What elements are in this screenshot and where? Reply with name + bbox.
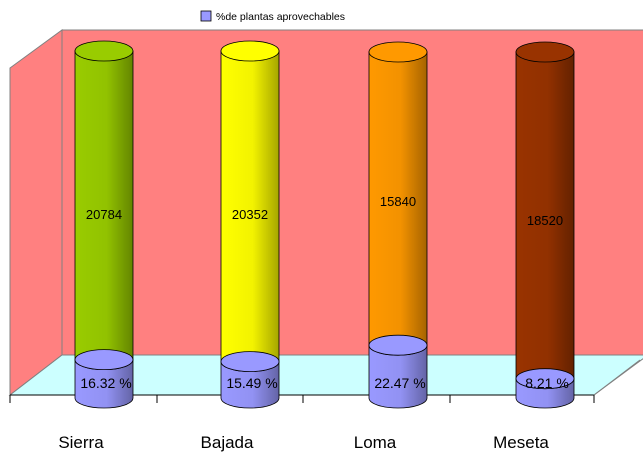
bar-joint-meseta: [515, 368, 575, 390]
data-label-percent-loma: 22.47 %: [374, 375, 425, 391]
chart-back-wall: [61, 29, 643, 356]
bar-top-cap-meseta: [515, 41, 575, 63]
bar-group-loma: 22.47 % 15840: [368, 41, 428, 409]
bar-shading-meseta: [516, 52, 574, 408]
bar-joint-sierra: [74, 349, 134, 371]
bar-top-cap-bajada: [220, 40, 280, 62]
chart-side-wall: [9, 29, 63, 397]
bars-layer: 16.32 % 20784 15.49 % 20352 22.47 % 15840 8.21…: [74, 40, 575, 409]
x-axis-tick-group: [9, 395, 595, 403]
bar-joint-loma: [368, 334, 428, 356]
data-label-percent-bajada: 15.49 %: [226, 375, 277, 391]
x-axis-right-edge: [593, 359, 641, 396]
data-label-percent-meseta: 8.21 %: [525, 375, 569, 391]
legend-label: %de plantas aprovechables: [216, 11, 345, 23]
category-label-sierra: Sierra: [58, 433, 104, 452]
data-label-percent-sierra: 16.32 %: [80, 375, 131, 391]
bar-group-sierra: 16.32 % 20784: [74, 40, 134, 409]
legend: %de plantas aprovechables: [193, 6, 455, 28]
data-label-count-meseta: 18520: [527, 213, 563, 228]
data-label-count-loma: 15840: [380, 194, 416, 209]
bar-joint-bajada: [220, 351, 280, 372]
category-label-loma: Loma: [354, 433, 397, 452]
data-label-count-sierra: 20784: [86, 207, 122, 222]
bar-shading-sierra: [75, 51, 133, 408]
bar-shading-loma: [369, 52, 427, 408]
legend-swatch: [200, 10, 212, 22]
category-label-meseta: Meseta: [493, 433, 549, 452]
bar-group-bajada: 15.49 % 20352: [220, 40, 280, 409]
bar-group-meseta: 8.21 % 18520: [515, 41, 575, 409]
category-label-bajada: Bajada: [201, 433, 254, 452]
data-label-count-bajada: 20352: [232, 207, 268, 222]
bar-top-cap-sierra: [74, 40, 134, 62]
bar-top-cap-loma: [368, 41, 428, 63]
bar-shading-bajada: [221, 51, 279, 408]
legend-box: [193, 6, 455, 28]
